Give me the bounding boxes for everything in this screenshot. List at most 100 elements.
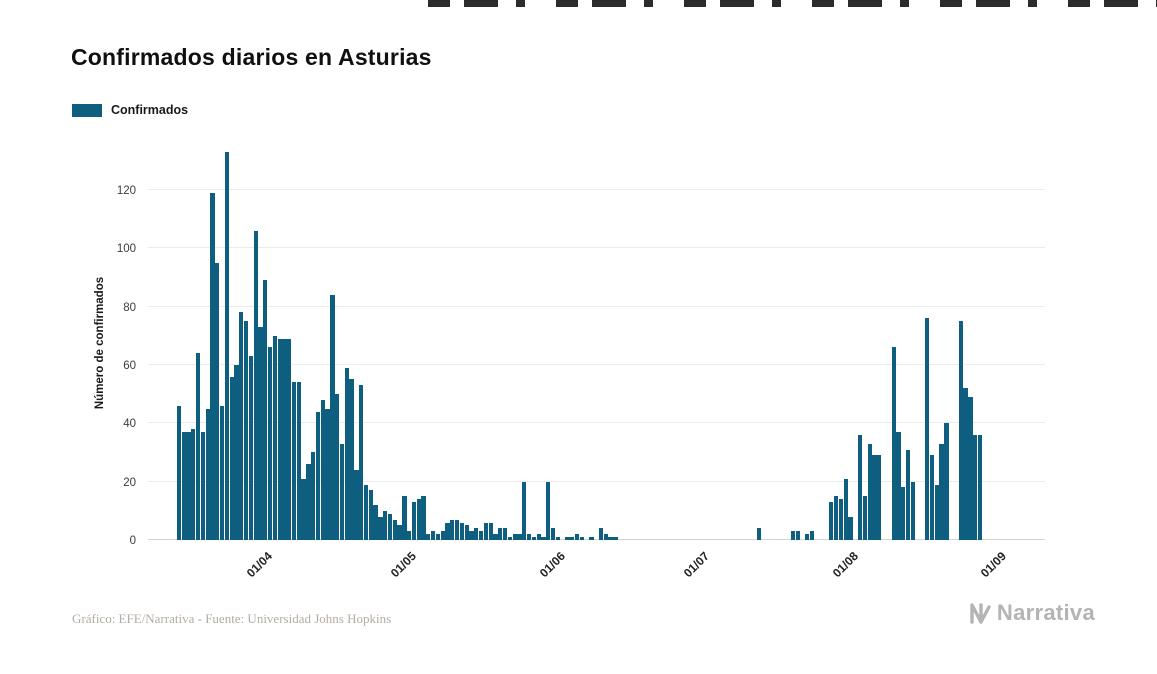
bar[interactable] [239, 312, 244, 540]
bar[interactable] [901, 487, 906, 540]
bar[interactable] [191, 429, 196, 540]
bar[interactable] [359, 385, 364, 540]
narrativa-logo[interactable]: Narrativa [968, 600, 1095, 626]
legend[interactable]: Confirmados [72, 103, 188, 117]
bar[interactable] [546, 481, 551, 540]
bar[interactable] [397, 525, 402, 540]
bar[interactable] [843, 478, 848, 540]
bar[interactable] [867, 443, 872, 540]
bar[interactable] [469, 531, 474, 540]
bar[interactable] [838, 499, 844, 540]
bar[interactable] [968, 397, 973, 540]
bar[interactable] [407, 531, 412, 540]
bar[interactable] [512, 534, 517, 540]
bar[interactable] [944, 423, 949, 540]
bar[interactable] [387, 513, 393, 540]
bar[interactable] [488, 522, 493, 540]
bar[interactable] [416, 499, 421, 540]
bar[interactable] [502, 528, 508, 540]
bar[interactable] [829, 502, 834, 540]
bar[interactable] [229, 376, 234, 540]
bar[interactable] [248, 356, 253, 540]
bar[interactable] [243, 321, 249, 540]
bar[interactable] [234, 364, 239, 540]
bar[interactable] [435, 534, 441, 540]
bar[interactable] [934, 484, 939, 540]
bar[interactable] [891, 347, 896, 540]
bar[interactable] [195, 353, 201, 540]
bar[interactable] [805, 534, 810, 540]
bar[interactable] [253, 230, 258, 540]
bar[interactable] [536, 534, 541, 540]
bar[interactable] [335, 394, 340, 540]
bar[interactable] [344, 367, 349, 540]
bar[interactable] [526, 534, 532, 540]
bar[interactable] [320, 399, 325, 540]
bar[interactable] [939, 443, 944, 540]
bar[interactable] [186, 432, 191, 540]
bar[interactable] [977, 434, 983, 540]
bar[interactable] [421, 496, 426, 540]
bar[interactable] [498, 528, 503, 540]
bar[interactable] [608, 537, 613, 540]
bar[interactable] [958, 321, 963, 540]
bar[interactable] [277, 338, 282, 540]
bar[interactable] [315, 411, 321, 540]
bar[interactable] [809, 531, 815, 540]
bar[interactable] [862, 496, 867, 540]
bar[interactable] [215, 262, 220, 540]
bar[interactable] [570, 537, 575, 540]
bar[interactable] [589, 537, 594, 540]
bar[interactable] [426, 534, 431, 540]
bar[interactable] [205, 408, 210, 540]
bar[interactable] [598, 528, 604, 540]
bar[interactable] [176, 405, 182, 540]
bar[interactable] [973, 434, 978, 540]
bar[interactable] [459, 522, 465, 540]
bar[interactable] [522, 481, 527, 540]
bar[interactable] [877, 455, 882, 540]
bar[interactable] [483, 522, 489, 540]
bar[interactable] [282, 338, 287, 540]
bar[interactable] [200, 432, 206, 540]
bar[interactable] [402, 496, 407, 540]
bar[interactable] [263, 280, 268, 540]
bar[interactable] [910, 481, 915, 540]
bar[interactable] [368, 490, 373, 540]
bar[interactable] [550, 528, 556, 540]
bar[interactable] [925, 318, 930, 540]
bar[interactable] [311, 452, 316, 540]
bar[interactable] [555, 537, 560, 540]
bar[interactable] [431, 531, 436, 540]
bar[interactable] [450, 519, 455, 540]
bar[interactable] [896, 432, 901, 540]
bar[interactable] [565, 537, 570, 540]
bar[interactable] [210, 192, 215, 540]
bar[interactable] [757, 528, 762, 540]
bar[interactable] [349, 379, 354, 540]
bar[interactable] [613, 537, 618, 540]
bar[interactable] [790, 531, 796, 540]
bar[interactable] [795, 531, 800, 540]
bar[interactable] [872, 455, 877, 540]
bar[interactable] [474, 528, 479, 540]
bar[interactable] [267, 347, 273, 540]
bar[interactable] [354, 469, 359, 540]
bar[interactable] [531, 537, 537, 540]
bar[interactable] [464, 525, 469, 540]
bar[interactable] [440, 531, 445, 540]
bar[interactable] [224, 151, 230, 540]
bar[interactable] [411, 502, 417, 540]
bar[interactable] [296, 382, 301, 540]
bar[interactable] [579, 537, 584, 540]
bar[interactable] [574, 534, 580, 540]
bar[interactable] [339, 443, 345, 540]
bar[interactable] [478, 531, 484, 540]
bar[interactable] [181, 432, 186, 540]
bar[interactable] [363, 484, 369, 540]
bar[interactable] [383, 510, 388, 540]
bar[interactable] [929, 455, 935, 540]
bar[interactable] [272, 335, 277, 540]
bar[interactable] [905, 449, 911, 540]
bar[interactable] [507, 537, 513, 540]
